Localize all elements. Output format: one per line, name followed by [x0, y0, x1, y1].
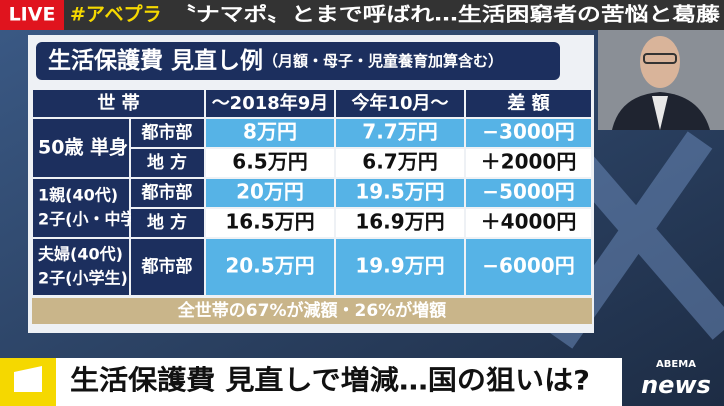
- value-text: −6000円: [482, 254, 574, 278]
- household-label: 1親(40代): [38, 186, 118, 205]
- value-text: 19.9万円: [355, 254, 444, 278]
- household-cell: [33, 119, 129, 177]
- column-header: 世 帯: [97, 92, 139, 114]
- area-label: 都市部: [141, 256, 193, 277]
- area-cell: [131, 179, 204, 207]
- value-cell: [466, 239, 591, 295]
- table-title: 生活保護費 見直し例（月額・母子・児童養育加算含む）: [48, 47, 503, 74]
- area-cell: [131, 119, 204, 147]
- caption: 生活保護費 見直しで増減…国の狙いは?: [70, 365, 590, 397]
- household-label: 夫婦(40代): [38, 245, 123, 264]
- header-cell: [33, 90, 204, 117]
- note: 全世帯の67%が減額・26%が増額: [177, 300, 446, 321]
- column-header: 今年10月〜: [351, 92, 448, 114]
- value-text: 20万円: [236, 180, 304, 204]
- value-text: 19.5万円: [355, 180, 444, 204]
- value-cell: [206, 209, 334, 237]
- household-label: 2子(小・中学生): [38, 210, 160, 229]
- value-cell: [336, 119, 464, 147]
- area-label: 地 方: [147, 152, 187, 173]
- hashtag: #アベプラ: [70, 3, 162, 26]
- header-cell: [206, 90, 334, 117]
- top-bar: [0, 0, 724, 30]
- area-cell: [131, 239, 204, 295]
- table-title-box: [36, 42, 560, 80]
- value-text: 7.7万円: [362, 120, 437, 144]
- area-cell: [131, 209, 204, 237]
- logo-brand: ABEMA: [656, 359, 696, 370]
- title-text: 生活保護費 見直し例: [48, 47, 263, 74]
- area-label: 都市部: [141, 122, 193, 143]
- value-text: 6.7万円: [362, 150, 437, 174]
- value-cell: [336, 149, 464, 177]
- logo-name: news: [641, 371, 711, 399]
- value-cell: [206, 179, 334, 207]
- value-cell: [206, 239, 334, 295]
- household-cell: [33, 179, 129, 237]
- value-text: 8万円: [243, 120, 297, 144]
- area-label: 地 方: [147, 212, 187, 233]
- live-label: LIVE: [9, 4, 56, 26]
- value-cell: [336, 179, 464, 207]
- headline: 〝ナマポ〟とまで呼ばれ…生活困窮者の苦悩と葛藤: [172, 3, 721, 26]
- header-cell: [336, 90, 464, 117]
- area-cell: [131, 149, 204, 177]
- presenter: [598, 30, 724, 130]
- value-text: −5000円: [482, 180, 574, 204]
- column-header: 〜2018年9月: [212, 92, 329, 114]
- value-cell: [336, 239, 464, 295]
- value-text: ＋4000円: [481, 210, 577, 234]
- value-text: −3000円: [482, 120, 574, 144]
- area-label: 都市部: [141, 182, 193, 203]
- household-cell: [33, 239, 129, 295]
- value-text: 20.5万円: [225, 254, 314, 278]
- title-subtitle: （月額・母子・児童養育加算含む）: [263, 52, 503, 70]
- note-box: [32, 298, 592, 324]
- header-cell: [466, 90, 591, 117]
- value-text: ＋2000円: [481, 150, 577, 174]
- household-label: 2子(小学生): [38, 269, 128, 288]
- value-cell: [466, 119, 591, 147]
- value-cell: [336, 209, 464, 237]
- household-label: 50歳 単身: [38, 136, 128, 159]
- value-text: 6.5万円: [232, 150, 307, 174]
- value-cell: [206, 119, 334, 147]
- caption-bar: [56, 358, 622, 406]
- value-text: 16.9万円: [355, 210, 444, 234]
- value-text: 16.5万円: [225, 210, 314, 234]
- live-box: [0, 0, 64, 30]
- value-cell: [206, 149, 334, 177]
- value-cell: [466, 179, 591, 207]
- caption-icon: [14, 366, 42, 392]
- value-cell: [466, 209, 591, 237]
- column-header: 差 額: [507, 92, 549, 114]
- value-cell: [466, 149, 591, 177]
